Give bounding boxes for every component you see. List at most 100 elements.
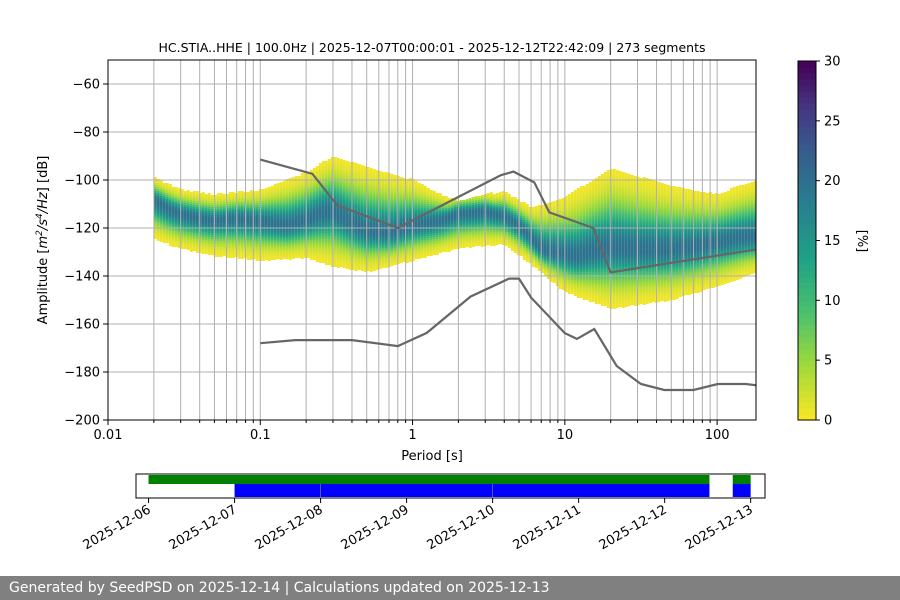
psd-cell [444, 230, 448, 232]
psd-cell [558, 245, 562, 247]
psd-cell [261, 189, 265, 191]
psd-cell [333, 225, 337, 227]
psd-cell [225, 218, 229, 220]
psd-cell [162, 233, 166, 235]
psd-cell [261, 253, 265, 255]
psd-cell [255, 193, 259, 195]
psd-cell [309, 184, 313, 186]
psd-cell [318, 219, 322, 221]
psd-cell [555, 226, 559, 228]
psd-cell [372, 225, 376, 227]
psd-cell [267, 211, 271, 213]
psd-cell [339, 251, 343, 253]
psd-cell [372, 249, 376, 251]
psd-cell [225, 230, 229, 232]
psd-cell [525, 232, 529, 234]
psd-cell [228, 228, 232, 230]
psd-cell [420, 216, 424, 218]
psd-cell [489, 212, 493, 214]
psd-cell [342, 162, 346, 164]
psd-cell [465, 209, 469, 211]
psd-cell [474, 234, 478, 236]
psd-cell [411, 221, 415, 223]
psd-cell [384, 204, 388, 206]
psd-cell [420, 228, 424, 230]
psd-cell [342, 248, 346, 250]
psd-cell [315, 234, 319, 236]
psd-cell [156, 213, 160, 215]
psd-cell [375, 224, 379, 226]
psd-cell [324, 239, 328, 241]
psd-cell [549, 214, 553, 216]
psd-cell [408, 240, 412, 242]
psd-cell [477, 202, 481, 204]
psd-cell [354, 261, 358, 263]
psd-cell [363, 178, 367, 180]
psd-cell [216, 221, 220, 223]
psd-cell [186, 198, 190, 200]
psd-cell [222, 240, 226, 242]
psd-cell [270, 258, 274, 260]
psd-cell [426, 240, 430, 242]
psd-cell [315, 190, 319, 192]
psd-cell [348, 184, 352, 186]
psd-cell [330, 167, 334, 169]
psd-cell [366, 191, 370, 193]
psd-cell [462, 208, 466, 210]
psd-cell [195, 245, 199, 247]
psd-cell [390, 218, 394, 220]
psd-cell [192, 219, 196, 221]
psd-cell [399, 229, 403, 231]
psd-cell [558, 283, 562, 285]
psd-cell [342, 214, 346, 216]
psd-cell [420, 200, 424, 202]
psd-cell [342, 218, 346, 220]
psd-cell [309, 246, 313, 248]
psd-cell [363, 196, 367, 198]
psd-cell [429, 212, 433, 214]
psd-cell [231, 192, 235, 194]
psd-cell [336, 238, 340, 240]
psd-cell [441, 250, 445, 252]
psd-cell [228, 252, 232, 254]
psd-cell [297, 238, 301, 240]
psd-cell [399, 197, 403, 199]
psd-cell [246, 248, 250, 250]
psd-cell [282, 205, 286, 207]
psd-cell [216, 253, 220, 255]
psd-cell [540, 247, 544, 249]
psd-cell [429, 194, 433, 196]
psd-cell [309, 216, 313, 218]
psd-cell [450, 238, 454, 240]
psd-cell [441, 242, 445, 244]
psd-cell [477, 234, 481, 236]
psd-cell [153, 223, 157, 225]
psd-cell [321, 169, 325, 171]
psd-cell [513, 203, 517, 205]
psd-cell [408, 236, 412, 238]
psd-cell [330, 215, 334, 217]
psd-cell [177, 218, 181, 220]
psd-cell [369, 256, 373, 258]
psd-cell [291, 205, 295, 207]
psd-cell [351, 182, 355, 184]
psd-cell [186, 200, 190, 202]
psd-cell [192, 201, 196, 203]
psd-cell [177, 214, 181, 216]
psd-cell [519, 240, 523, 242]
psd-cell [345, 259, 349, 261]
psd-cell [231, 220, 235, 222]
psd-cell [558, 269, 562, 271]
psd-cell [501, 195, 505, 197]
psd-cell [306, 246, 310, 248]
psd-cell [189, 216, 193, 218]
psd-cell [318, 205, 322, 207]
psd-cell [294, 202, 298, 204]
psd-cell [165, 189, 169, 191]
psd-cell [216, 209, 220, 211]
psd-cell [453, 223, 457, 225]
psd-cell [369, 264, 373, 266]
psd-cell [543, 216, 547, 218]
psd-cell [534, 230, 538, 232]
psd-cell [279, 190, 283, 192]
